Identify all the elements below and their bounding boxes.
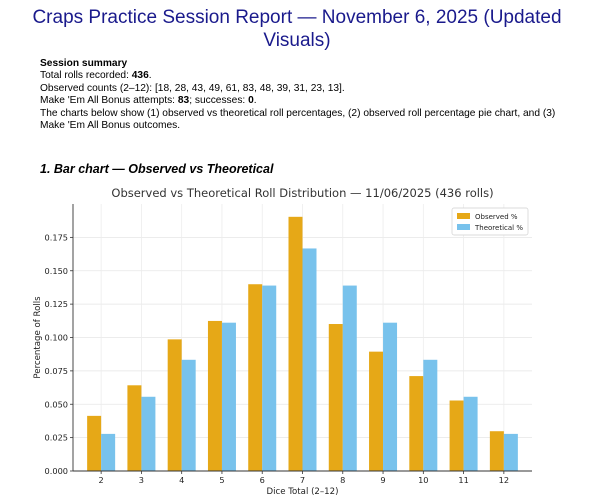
charts-note: The charts below show (1) observed vs th… [40,107,556,132]
x-tick-label: 6 [260,475,265,485]
y-tick-label: 0.000 [45,466,68,476]
x-axis-label: Dice Total (2–12) [267,487,339,497]
bar-observed [167,339,182,471]
bar-theoretical [262,285,277,471]
y-tick-label: 0.100 [45,333,68,343]
bar-observed [87,415,102,471]
x-tick-label: 10 [418,475,428,485]
bar-observed [207,320,222,471]
legend-label: Theoretical % [474,224,523,232]
bonus-successes-label: ; successes: [189,95,249,107]
bonus-suffix: . [253,95,257,107]
bar-theoretical [423,359,438,471]
x-tick-label: 5 [219,475,224,485]
bar-theoretical [101,433,116,471]
x-tick-label: 7 [300,475,305,485]
bonus-successes-value: 0 [248,95,254,107]
legend-box [451,207,529,236]
y-tick-label: 0.175 [45,232,68,242]
bar-observed [369,351,384,471]
y-tick-label: 0.125 [45,299,68,309]
total-rolls-line: Total rolls recorded: 436. [40,70,560,82]
x-tick-label: 4 [179,475,184,485]
y-axis-label: Percentage of Rolls [33,296,43,379]
bar-observed [489,431,504,471]
bonus-line: Make 'Em All Bonus attempts: 83; success… [40,95,560,107]
bar-theoretical [221,322,236,471]
y-tick-label: 0.025 [45,433,68,443]
bar-observed [449,400,464,471]
x-tick-label: 11 [458,475,468,485]
bonus-attempts-value: 83 [177,95,190,107]
session-summary: Session summary Total rolls recorded: 43… [40,58,560,132]
observed-counts-line: Observed counts (2–12): [18, 28, 43, 49,… [40,82,345,94]
x-tick-label: 8 [340,475,345,485]
bar-theoretical [181,359,196,471]
chart-title: Observed vs Theoretical Roll Distributio… [111,186,493,200]
legend-swatch [457,224,470,230]
bonus-attempts-label: Make 'Em All Bonus attempts: [40,95,178,107]
bar-theoretical [302,248,317,471]
report-title: Craps Practice Session Report — November… [32,7,562,51]
bar-theoretical [141,396,156,471]
bar-observed [288,216,303,471]
x-tick-label: 9 [380,475,385,485]
y-tick-label: 0.050 [45,399,68,409]
total-rolls-suffix: . [148,70,152,82]
x-tick-label: 2 [99,475,104,485]
bar-observed [328,324,343,471]
bar-theoretical [503,433,518,471]
x-tick-label: 3 [139,475,144,485]
y-tick-label: 0.075 [45,366,68,376]
legend-swatch [457,213,470,219]
section-heading-bar-chart: 1. Bar chart — Observed vs Theoretical [40,162,274,176]
bar-observed [248,284,263,471]
legend-label: Observed % [475,213,518,221]
bar-observed [127,385,142,471]
bar-theoretical [342,285,357,471]
bar-theoretical [383,322,398,471]
summary-heading: Session summary [40,58,128,69]
total-rolls-label: Total rolls recorded: [40,70,132,82]
y-tick-label: 0.150 [45,266,68,276]
total-rolls-value: 436 [131,70,149,82]
x-tick-label: 12 [499,475,509,485]
bar-observed [409,376,424,471]
bar-theoretical [463,396,478,471]
